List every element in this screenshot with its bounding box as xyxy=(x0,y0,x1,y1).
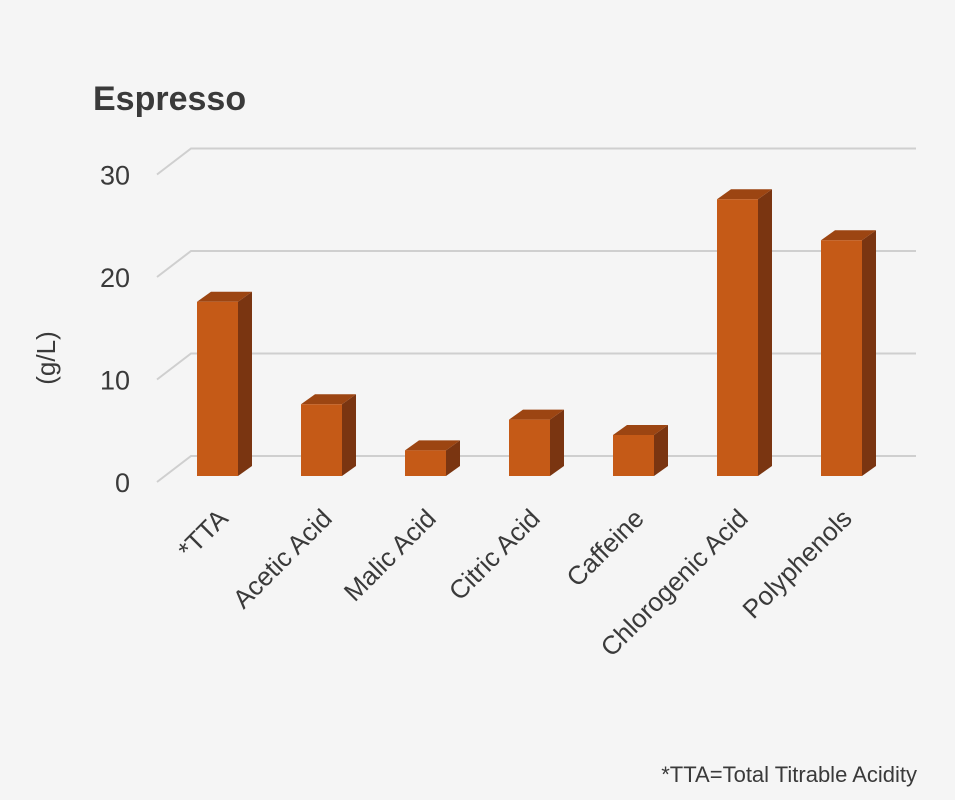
y-tick-label: 20 xyxy=(100,263,130,293)
bar-side xyxy=(550,409,564,476)
gridline xyxy=(156,147,916,176)
bar-citric-acid xyxy=(509,409,564,476)
bar-side xyxy=(342,394,356,476)
bar-polyphenols xyxy=(821,230,876,476)
bar-tta xyxy=(197,291,252,476)
bar-side xyxy=(446,440,460,476)
x-category-label: *TTA xyxy=(172,503,234,565)
bar-top xyxy=(405,440,460,451)
bar-top xyxy=(301,394,356,405)
bar-side xyxy=(654,425,668,476)
bars xyxy=(197,189,876,476)
y-axis-label: (g/L) xyxy=(31,331,61,384)
x-category-label: Acetic Acid xyxy=(227,503,338,614)
x-category-label: Polyphenols xyxy=(736,503,857,624)
bar-caffeine xyxy=(613,425,668,476)
bar-top xyxy=(821,230,876,241)
bar-front xyxy=(301,404,342,476)
bar-malic-acid xyxy=(405,440,460,476)
gridline xyxy=(156,352,916,381)
gridlines xyxy=(156,147,916,483)
bar-front xyxy=(821,240,862,476)
gridline xyxy=(156,455,916,483)
bar-acetic-acid xyxy=(301,394,356,476)
bar-top xyxy=(717,189,772,200)
bar-side xyxy=(238,291,252,476)
bar-chlorogenic-acid xyxy=(717,189,772,476)
bar-top xyxy=(197,291,252,302)
x-category-label: Malic Acid xyxy=(338,503,442,607)
bar-top xyxy=(509,409,564,420)
bar-top xyxy=(613,425,668,435)
bar-front xyxy=(509,419,550,476)
bar-front xyxy=(613,435,654,476)
bar-side xyxy=(862,230,876,476)
gridline xyxy=(156,250,916,278)
bar-front xyxy=(717,199,758,476)
bar-front xyxy=(405,450,446,476)
y-tick-label: 0 xyxy=(115,468,130,498)
y-tick-label: 30 xyxy=(100,161,130,191)
bar-side xyxy=(758,189,772,476)
y-tick-label: 10 xyxy=(100,366,130,396)
y-axis-ticks: 0 10 20 30 xyxy=(100,161,130,499)
x-category-label: Caffeine xyxy=(560,503,649,592)
footnote: *TTA=Total Titrable Acidity xyxy=(661,762,917,787)
x-category-label: Citric Acid xyxy=(443,503,546,606)
chart-title: Espresso xyxy=(93,80,246,118)
bar-front xyxy=(197,301,238,476)
